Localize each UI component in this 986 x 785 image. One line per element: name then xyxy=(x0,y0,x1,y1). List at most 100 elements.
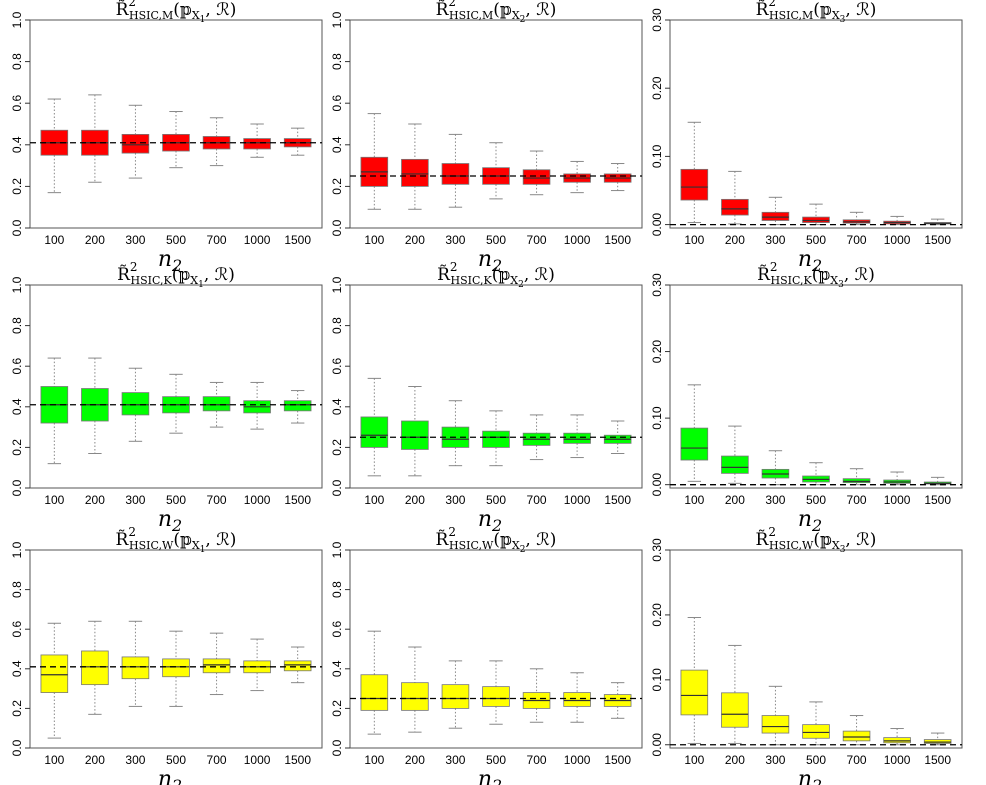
box xyxy=(401,682,429,711)
title-arg-sub: 3 xyxy=(840,15,846,25)
y-tick-label: 0.0 xyxy=(330,479,344,496)
x-tick-label: 300 xyxy=(125,753,145,767)
title-index: HSIC,K xyxy=(771,274,813,287)
title-superscript: 2 xyxy=(128,0,136,9)
box xyxy=(721,198,749,216)
title-superscript: 2 xyxy=(770,260,778,274)
y-tick-label: 0.10 xyxy=(650,144,664,168)
title-index: HSIC,W xyxy=(129,539,174,552)
box xyxy=(121,656,150,680)
panel-title: R̃2 HSIC,M(𝕡X3, ℛ) xyxy=(756,0,877,25)
x-axis-label-subscript: 2 xyxy=(491,256,502,275)
box xyxy=(360,674,389,711)
y-tick-label: 0.2 xyxy=(10,439,24,456)
plot-frame xyxy=(349,284,643,489)
title-arg: X xyxy=(512,9,520,22)
y-tick-label: 0.8 xyxy=(330,581,344,598)
panel-title: R̃2 HSIC,W(𝕡X2, ℛ) xyxy=(436,525,557,555)
x-tick-label: 700 xyxy=(527,753,547,767)
title-symbol: R̃ xyxy=(756,0,770,20)
x-tick-label: 100 xyxy=(44,233,64,247)
box xyxy=(243,138,271,150)
title-superscript: 2 xyxy=(768,525,776,539)
title-arg: X xyxy=(192,539,200,552)
panel-1-2: 0.0 0.2 0.4 0.6 0.8 1.0 100 200 300 500 700 1000 150… xyxy=(330,0,643,275)
title-superscript: 2 xyxy=(128,525,136,539)
y-tick-label: 0.30 xyxy=(650,273,664,297)
panel-title: R̃2 HSIC,K(𝕡X2, ℛ) xyxy=(437,260,555,290)
box xyxy=(761,715,790,734)
x-tick-label: 500 xyxy=(486,233,506,247)
box xyxy=(842,478,871,484)
x-tick-label: 700 xyxy=(847,753,867,767)
y-tick-label: 0.6 xyxy=(330,95,344,112)
title-paren-open: (𝕡 xyxy=(172,265,191,285)
title-paren-open: (𝕡 xyxy=(493,530,512,550)
y-tick-label: 0.0 xyxy=(330,219,344,236)
x-axis-label-subscript: 2 xyxy=(491,516,502,535)
title-paren-close: , ℛ) xyxy=(845,530,876,550)
title-arg-sub: 3 xyxy=(838,280,844,290)
plot-frame xyxy=(669,284,963,489)
box xyxy=(842,730,871,742)
box xyxy=(360,416,389,448)
box xyxy=(283,400,312,412)
x-tick-label: 700 xyxy=(527,233,547,247)
x-axis-label: n2 xyxy=(158,767,182,785)
y-tick-label: 1.0 xyxy=(10,541,24,558)
title-arg-sub: 1 xyxy=(200,15,206,25)
title-superscript: 2 xyxy=(130,260,138,274)
x-tick-label: 1000 xyxy=(884,493,911,507)
title-arg-sub: 1 xyxy=(198,280,204,290)
x-axis-label-subscript: 2 xyxy=(171,516,182,535)
box xyxy=(802,216,830,223)
y-tick-label: 0.00 xyxy=(650,473,664,497)
x-tick-label: 300 xyxy=(445,233,465,247)
plot-frame xyxy=(29,284,323,489)
panel-1-1: 0.0 0.2 0.4 0.6 0.8 1.0 100 200 300 500 700 1000 150… xyxy=(10,0,323,275)
box xyxy=(202,396,231,412)
y-tick-label: 0.2 xyxy=(10,700,24,717)
y-tick-label: 0.4 xyxy=(330,660,344,677)
x-axis-label-subscript: 2 xyxy=(811,256,822,275)
box xyxy=(761,211,790,221)
title-symbol: R̃ xyxy=(117,265,131,285)
x-tick-label: 1000 xyxy=(564,493,591,507)
x-tick-label: 700 xyxy=(207,493,227,507)
x-tick-label: 1500 xyxy=(604,493,631,507)
title-arg: X xyxy=(832,539,840,552)
x-tick-label: 200 xyxy=(725,233,745,247)
box xyxy=(802,724,830,739)
plot-frame xyxy=(29,19,323,229)
panel-title: R̃2 HSIC,W(𝕡X3, ℛ) xyxy=(756,525,877,555)
x-tick-label: 1500 xyxy=(604,753,631,767)
x-axis-label-subscript: 2 xyxy=(171,256,182,275)
x-tick-label: 200 xyxy=(725,753,745,767)
x-tick-label: 500 xyxy=(486,753,506,767)
y-tick-label: 0.0 xyxy=(10,739,24,756)
box xyxy=(81,650,109,686)
y-tick-label: 0.20 xyxy=(650,603,664,627)
title-arg: X xyxy=(512,539,520,552)
y-tick-label: 0.2 xyxy=(10,178,24,195)
y-tick-label: 0.4 xyxy=(10,660,24,677)
title-arg-sub: 2 xyxy=(520,545,526,555)
panel-title: R̃2 HSIC,K(𝕡X1, ℛ) xyxy=(117,260,235,290)
box xyxy=(680,168,709,201)
x-tick-label: 100 xyxy=(364,753,384,767)
title-symbol: R̃ xyxy=(116,0,130,20)
panel-title: R̃2 HSIC,W(𝕡X1, ℛ) xyxy=(116,525,237,555)
y-tick-label: 0.8 xyxy=(330,53,344,70)
x-axis-label-subscript: 2 xyxy=(491,776,502,785)
title-symbol: R̃ xyxy=(436,0,450,20)
title-index: HSIC,M xyxy=(449,9,493,22)
x-tick-label: 500 xyxy=(806,753,826,767)
x-tick-label: 1000 xyxy=(884,753,911,767)
box xyxy=(680,427,709,461)
panel-3-2: 0.0 0.2 0.4 0.6 0.8 1.0 100 200 300 500 700 1000 150… xyxy=(330,525,643,785)
y-tick-label: 1.0 xyxy=(10,11,24,28)
x-tick-label: 200 xyxy=(405,753,425,767)
x-tick-label: 100 xyxy=(44,493,64,507)
plot-frame xyxy=(29,549,323,749)
y-tick-label: 1.0 xyxy=(330,541,344,558)
